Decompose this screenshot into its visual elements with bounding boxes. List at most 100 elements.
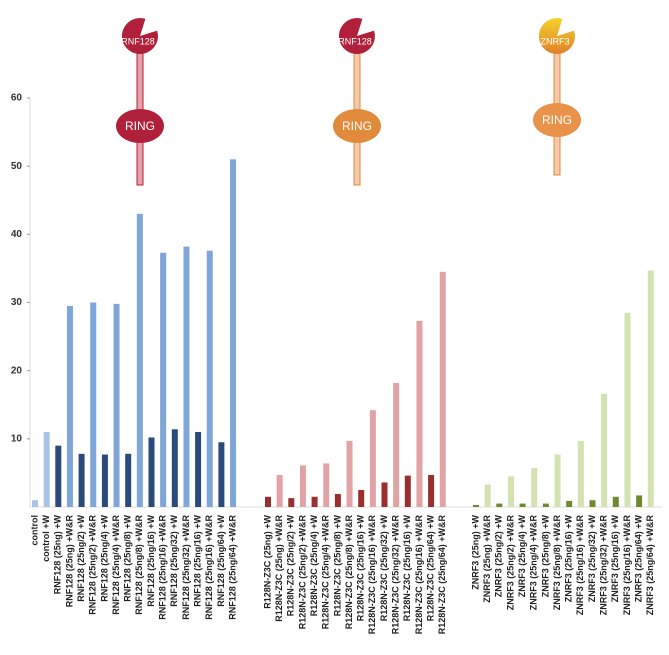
bar	[195, 432, 201, 507]
x-tick-label: RNF128 (25ng/64) +W&R	[227, 515, 237, 620]
bar	[79, 454, 85, 507]
bar	[496, 504, 502, 507]
bar	[485, 485, 491, 507]
bar	[520, 504, 526, 507]
bar	[473, 505, 479, 507]
x-tick-label: RNF128 (25ng/8) +W	[123, 515, 133, 602]
x-tick-label: control +W	[41, 514, 51, 561]
x-tick-label: R128N-Z3C (25ng/32) +W	[379, 514, 389, 621]
x-tick-label: ZNRF3 (25ng/16) +W&R	[622, 515, 632, 616]
x-tick-label: RNF128 (25ng/16) +W	[192, 515, 202, 607]
bar	[125, 454, 131, 507]
x-tick-label: RNF128 (25ng/64) +W	[216, 515, 226, 607]
bar	[312, 497, 318, 507]
protein-label: RNF128	[121, 36, 155, 46]
x-tick-label: R128N-Z3C (25ng) +W&R	[274, 515, 284, 622]
x-tick-label: ZNRF3 (25ng/64) +W&R	[645, 515, 655, 616]
bar	[102, 455, 108, 507]
bar	[277, 475, 283, 507]
x-tick-label: RNF128 (25ng/32) +W	[169, 515, 179, 607]
bar	[405, 476, 411, 507]
bar	[67, 306, 73, 507]
bar	[300, 465, 306, 507]
y-tick-label: 40	[11, 229, 23, 240]
x-tick-label: ZNRF3 (25ng/32) +W	[587, 514, 597, 602]
bar	[578, 441, 584, 507]
bar	[613, 497, 619, 507]
bar	[347, 441, 353, 507]
protein-label: RNF128	[338, 36, 372, 46]
x-tick-label: ZNRF3 (25ng) +W&R	[482, 514, 492, 602]
x-tick-label: R128N-Z3C (25ng/16) +W	[356, 514, 366, 621]
bar	[137, 214, 143, 507]
x-tick-label: ZNRF3 (25ng/4) +W&R	[529, 515, 539, 611]
x-tick-label: RNF128 (25ng/2) +W	[76, 515, 86, 602]
y-tick-label: 60	[11, 93, 23, 104]
y-tick-label: 50	[11, 161, 23, 172]
x-tick-label: RNF128 (25ng/4) +W	[99, 515, 109, 602]
x-tick-label: R128N-Z3C (25ng/2) +W	[286, 515, 296, 617]
x-tick-label: R128N-Z3C (25ng/16) +W&R	[367, 515, 377, 635]
x-tick-label: control	[29, 515, 39, 546]
x-tick-label: RNF128 (25ng/16) +W&R	[204, 515, 214, 620]
bar	[114, 304, 120, 507]
x-tick-label: R128N-Z3C (25ng/8) +W	[332, 515, 342, 617]
x-tick-label: ZNRF3 (25ng/16) +W	[610, 514, 620, 602]
x-tick-label: ZNRF3 (25ng/4) +W	[517, 515, 527, 598]
x-tick-label: R128N-Z3C (25ng/4) +W	[309, 515, 319, 617]
x-tick-label: ZNRF3 (25ng/64) +W	[633, 514, 643, 602]
y-tick-label: 30	[11, 297, 23, 308]
bar	[636, 495, 642, 507]
x-tick-label: RNF128 (25ng) +W	[53, 514, 63, 594]
x-tick-label: ZNRF3 (25ng/8) +W&R	[552, 515, 562, 611]
bar	[508, 476, 514, 507]
x-tick-label: RNF128 (25ng/4) +W&R	[111, 515, 121, 615]
x-tick-label: RNF128 (25ng/32) +W&R	[181, 515, 191, 620]
x-tick-label: R128N-Z3C (25ng/16) +W&R	[414, 515, 424, 635]
bar	[566, 501, 572, 507]
x-tick-label: RNF128 (25ng/16) +W&R	[158, 515, 168, 620]
ring-label: RING	[542, 113, 572, 127]
bar	[230, 159, 236, 507]
x-tick-label: ZNRF3 (25ng/2) +W	[494, 515, 504, 598]
protein-label: ZNRF3	[541, 36, 570, 46]
bar	[358, 490, 364, 507]
x-tick-label: RNF128 (25ng) +W&R	[64, 515, 74, 608]
x-tick-label: R128N-Z3C (25ng/64) +W	[425, 514, 435, 621]
bar	[218, 442, 224, 507]
bar	[382, 482, 388, 507]
y-tick-label: 20	[11, 365, 23, 376]
ring-label: RING	[125, 119, 155, 133]
bar	[601, 394, 607, 507]
bar	[428, 475, 434, 507]
bar	[32, 500, 38, 507]
x-tick-label: R128N-Z3C (25ng/2) +W&R	[297, 515, 307, 630]
bar	[624, 313, 630, 507]
y-tick-label: 10	[11, 433, 23, 444]
bar	[440, 272, 446, 507]
bar	[172, 429, 178, 507]
x-tick-label: ZNRF3 (25ng/2) +W&R	[505, 515, 515, 611]
bar	[207, 251, 213, 507]
bar	[555, 455, 561, 507]
bar	[590, 500, 596, 507]
x-tick-label: RNF128 (25ng/8) +W&R	[134, 515, 144, 615]
bar	[90, 303, 96, 508]
x-tick-label: ZNRF3 (25ng/32) +W&R	[599, 515, 609, 616]
chart: 102030405060RNF128RINGcontrolcontrol +WR…	[0, 0, 669, 650]
bar	[393, 383, 399, 507]
bar	[370, 410, 376, 507]
bar	[55, 446, 61, 507]
x-tick-label: ZNRF3 (25ng/16) +W&R	[575, 515, 585, 616]
x-tick-label: ZNRF3 (25ng/8) +W	[540, 515, 550, 598]
x-tick-label: ZNRF3 (25ng) +W	[470, 515, 480, 590]
x-tick-label: R128N-Z3C (25ng/64) +W&R	[437, 515, 447, 635]
bar	[648, 270, 654, 507]
bar	[323, 463, 329, 507]
ring-label: RING	[342, 119, 372, 133]
x-tick-label: R128N-Z3C (25ng/16) +W	[402, 514, 412, 621]
bar	[44, 432, 50, 507]
bar	[531, 468, 537, 507]
x-tick-label: ZNRF3 (25ng/16) +W	[564, 514, 574, 602]
x-tick-label: R128N-Z3C (25ng/8) +W&R	[344, 515, 354, 630]
